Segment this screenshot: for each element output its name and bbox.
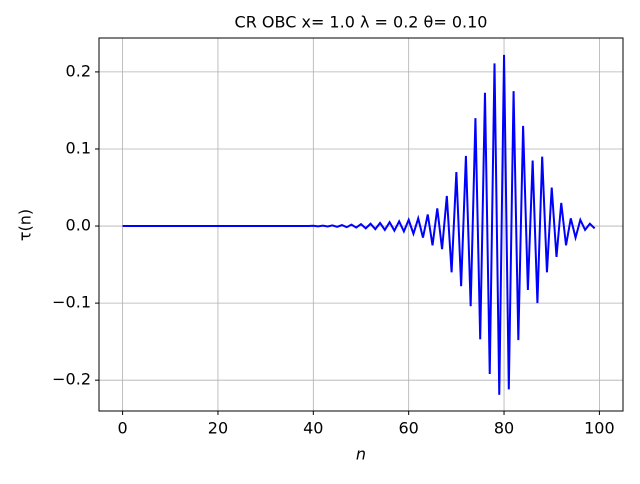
y-tick-label: −0.1 — [52, 293, 91, 312]
x-tick-label: 60 — [399, 419, 419, 438]
x-tick-label: 100 — [584, 419, 615, 438]
y-tick-label: 0.0 — [66, 216, 91, 235]
y-tick-label: 0.2 — [66, 61, 91, 80]
x-tick-label: 20 — [208, 419, 228, 438]
data-line — [122, 54, 596, 395]
x-tick-label: 80 — [494, 419, 514, 438]
y-axis-label: τ(n) — [16, 209, 35, 241]
x-tick-label: 40 — [303, 419, 323, 438]
x-tick-label: 0 — [118, 419, 128, 438]
y-tick-label: −0.2 — [52, 370, 91, 389]
y-tick-label: 0.1 — [66, 138, 91, 157]
x-axis-label: n — [356, 445, 366, 464]
chart-title: CR OBC x= 1.0 λ = 0.2 θ= 0.10 — [235, 13, 488, 32]
plot-frame — [98, 37, 624, 412]
